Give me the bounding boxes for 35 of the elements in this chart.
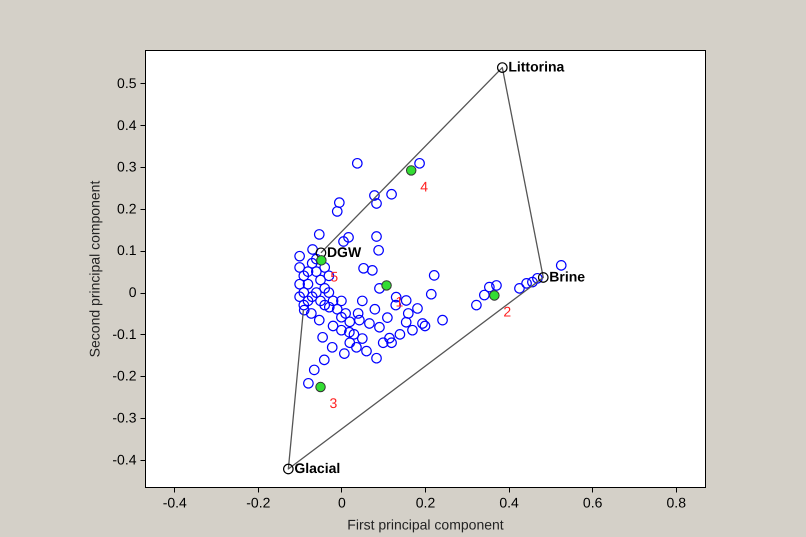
point: [489, 290, 500, 301]
y-tick-label: -0.4: [112, 451, 137, 468]
annotation: 2: [503, 303, 512, 320]
x-tick-label: -0.4: [162, 494, 188, 510]
y-tick-label: 0.5: [117, 74, 137, 91]
y-tick-label: 0.1: [117, 242, 137, 258]
y-tick-label: -0.2: [112, 368, 137, 384]
x-tick-label: 0.2: [416, 494, 436, 510]
annotation: 3: [330, 395, 338, 412]
data-label: Brine: [549, 268, 586, 284]
x-tick-label: 0.8: [666, 494, 686, 510]
x-tick-label: -0.2: [246, 494, 271, 510]
point: [538, 272, 549, 283]
data-label: Glacial: [294, 460, 340, 476]
y-tick-label: -0.3: [112, 410, 137, 426]
point: [406, 165, 416, 176]
point: [381, 280, 392, 291]
y-axis-title: Second principal component: [86, 180, 102, 358]
y-tick-label: 0.3: [117, 158, 137, 175]
point: [315, 382, 326, 392]
point: [496, 62, 508, 73]
x-tick-label: 0: [338, 494, 346, 510]
point: [316, 247, 326, 258]
y-tick-label: 0.4: [117, 116, 137, 133]
annotation: 4: [420, 178, 428, 194]
point: [316, 255, 327, 266]
point: [283, 464, 294, 474]
x-tick-label: 0.4: [499, 494, 520, 510]
y-tick-label: -0.1: [112, 326, 137, 342]
y-tick-label: 0: [128, 284, 137, 300]
x-tick-label: 0.6: [582, 494, 603, 510]
x-axis-title: First principal component: [347, 516, 504, 532]
y-tick-label: 0.2: [117, 200, 137, 216]
data-label: DGW: [326, 244, 362, 260]
data-label: Littorina: [508, 58, 565, 75]
